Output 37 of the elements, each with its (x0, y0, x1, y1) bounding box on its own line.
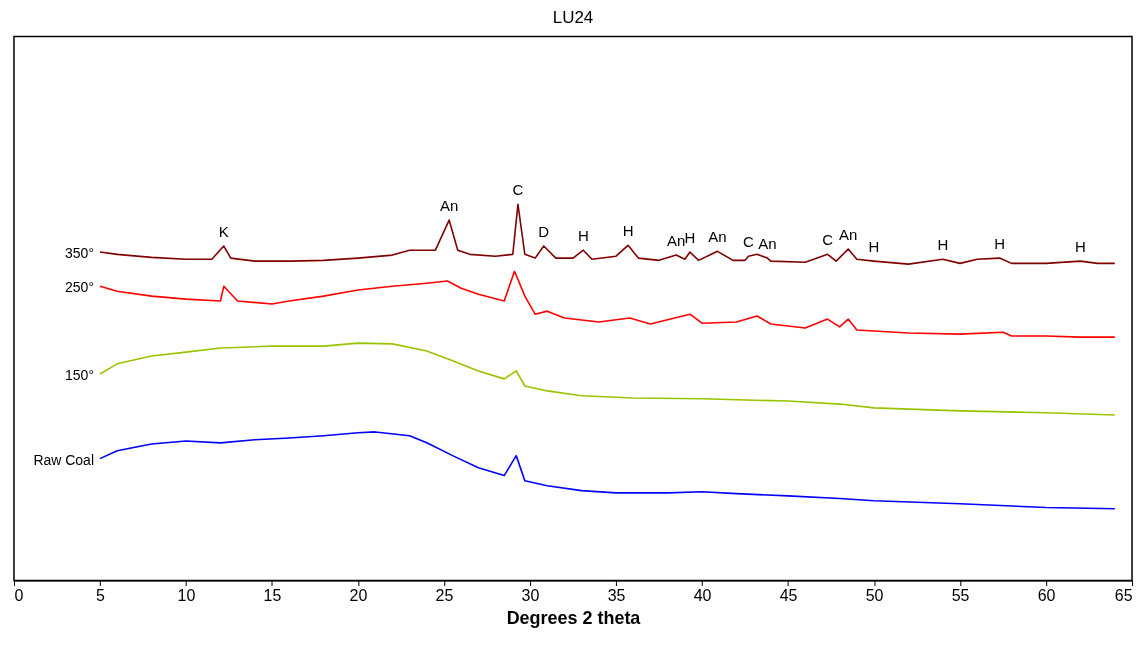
annotation: H (622, 222, 634, 240)
annotation: C (822, 231, 834, 249)
x-tick-label: 45 (779, 587, 798, 604)
series-label: 150° (65, 366, 94, 383)
x-tick-label: 10 (177, 587, 196, 604)
annotation: H (684, 229, 696, 247)
annotation: An (667, 232, 686, 250)
series-label: 350° (65, 245, 94, 262)
x-tick-label: 5 (96, 587, 106, 604)
x-tick-label: 15 (263, 587, 282, 604)
annotation: An (708, 228, 727, 246)
annotation: H (994, 235, 1005, 253)
x-tick-label: 35 (607, 587, 626, 604)
x-tick-label: 0 (14, 587, 24, 604)
annotation: H (1075, 238, 1086, 256)
series-label: 250° (65, 279, 94, 296)
x-tick-label: 30 (521, 587, 540, 604)
annotation: C (512, 181, 524, 199)
series-label: Raw Coal (33, 451, 94, 468)
annotation: C (743, 233, 755, 251)
chart-title: LU24 (552, 7, 594, 27)
annotation: K (218, 223, 229, 241)
annotation: H (868, 238, 880, 256)
annotation: H (937, 236, 949, 254)
x-tick-label: 60 (1037, 587, 1056, 604)
x-tick-label: 40 (693, 587, 712, 604)
annotation: H (577, 227, 589, 245)
x-tick-label: 20 (349, 587, 368, 604)
annotation: An (440, 197, 459, 215)
annotation: D (538, 223, 550, 241)
x-tick-label: 55 (951, 587, 970, 604)
x-axis-title: Degrees 2 theta (506, 607, 642, 628)
annotation: An (758, 235, 777, 253)
x-tick-label: 25 (435, 587, 454, 604)
x-tick-label: 50 (865, 587, 884, 604)
x-tick-label: 65 (1114, 587, 1133, 604)
annotation: An (839, 226, 858, 244)
